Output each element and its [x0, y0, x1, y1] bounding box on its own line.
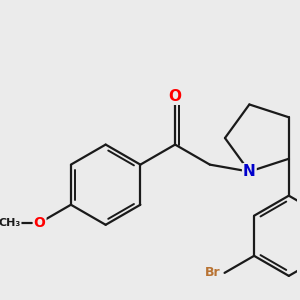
- Text: N: N: [243, 164, 256, 179]
- Text: O: O: [34, 216, 46, 230]
- Text: Br: Br: [205, 266, 220, 279]
- Text: CH₃: CH₃: [0, 218, 21, 228]
- Text: O: O: [169, 89, 182, 104]
